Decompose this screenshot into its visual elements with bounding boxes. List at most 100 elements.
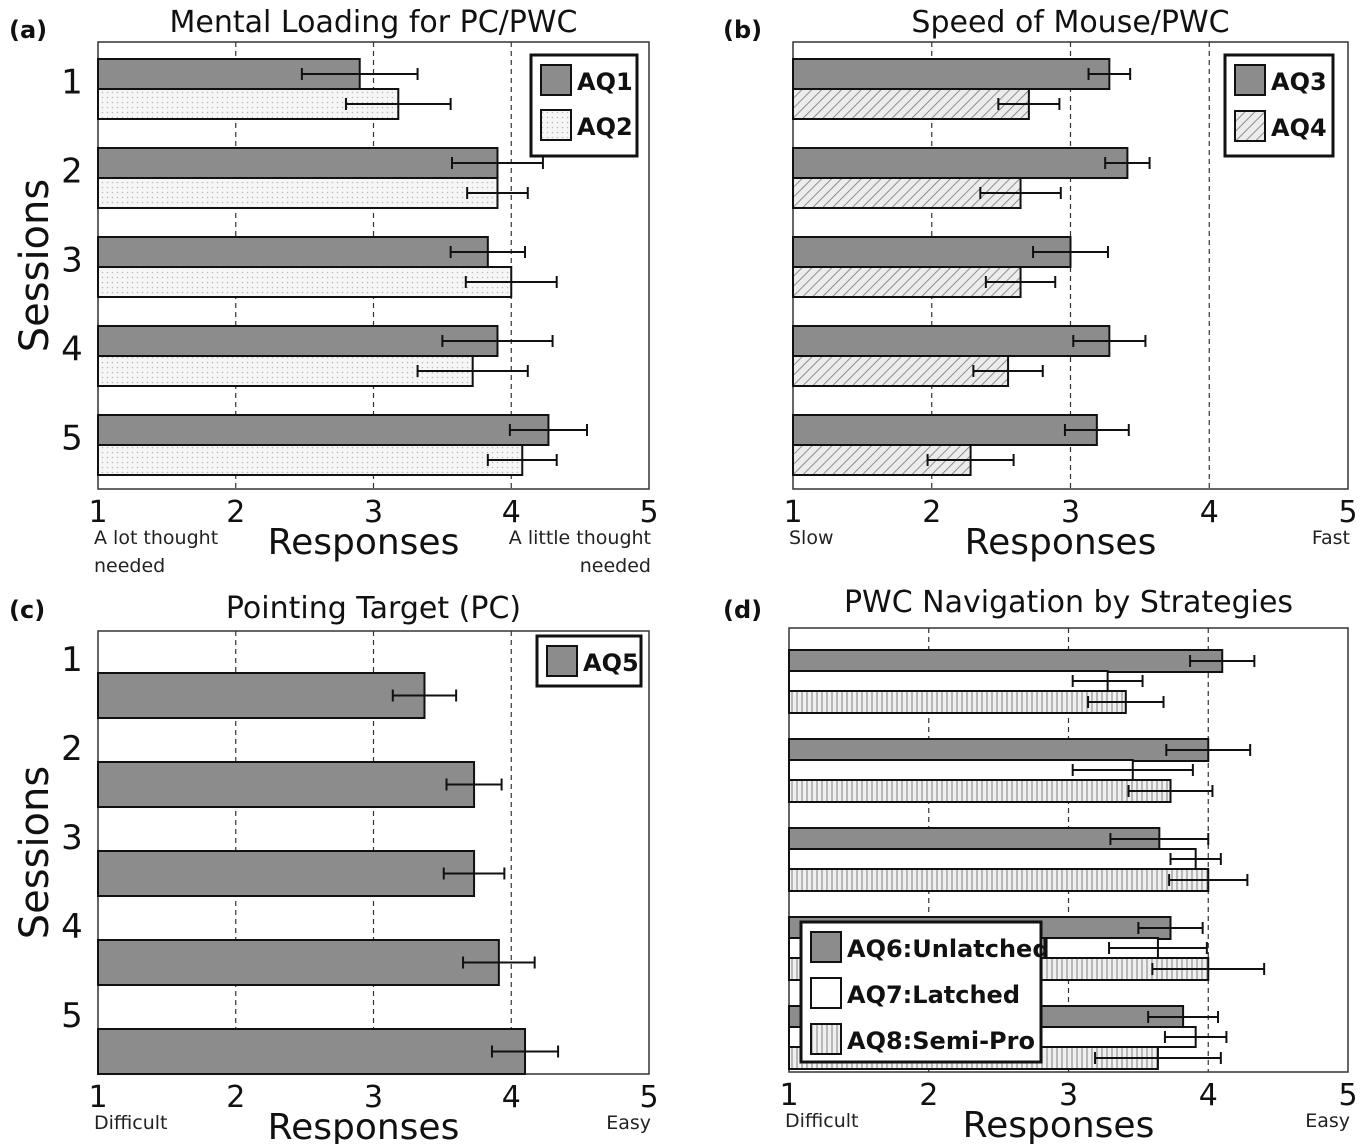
errorbar-AQ6:Unlatched-2 (1165, 744, 1252, 756)
bar-AQ2-2 (97, 177, 499, 209)
y-tick-label: 5 (61, 419, 83, 459)
panel-letter: (b) (723, 16, 762, 44)
errorbar-AQ2-1 (344, 98, 452, 110)
bar-AQ3-5 (792, 414, 1098, 446)
errorbar-AQ8:Semi-Pro-5 (1094, 1052, 1222, 1064)
legend-swatch (540, 64, 572, 96)
bar-AQ5-4 (97, 939, 500, 986)
x-tick-label: 5 (1338, 1078, 1357, 1113)
x-tick-label: 2 (226, 495, 245, 530)
chart-title: Mental Loading for PC/PWC (170, 5, 578, 40)
bar-AQ6:Unlatched-3 (788, 827, 1161, 851)
errorbar-AQ1-3 (449, 246, 527, 258)
errorbar-AQ4-2 (979, 187, 1062, 199)
errorbar-AQ4-5 (926, 454, 1015, 466)
errorbar-AQ4-1 (997, 98, 1061, 110)
x-tick-label: 3 (364, 1080, 383, 1115)
bar-AQ3-2 (792, 147, 1129, 179)
errorbar-AQ3-2 (1104, 157, 1151, 169)
x-tick-label: 1 (88, 495, 107, 530)
bar-AQ5-5 (97, 1028, 527, 1075)
x-anchor-left: Difficult (94, 1112, 168, 1134)
errorbar-AQ7:Latched-3 (1169, 853, 1222, 865)
y-tick-label: 3 (61, 241, 83, 281)
bar-AQ3-3 (792, 236, 1072, 268)
y-tick-label: 1 (61, 640, 83, 680)
errorbar-AQ6:Unlatched-5 (1147, 1011, 1220, 1023)
x-anchor-right: A little thought (509, 527, 651, 549)
chart-title: Pointing Target (PC) (226, 591, 521, 626)
bar-AQ2-5 (97, 444, 524, 476)
bar-AQ4-5 (792, 444, 972, 476)
errorbar-AQ8:Semi-Pro-2 (1127, 785, 1214, 797)
errorbar-AQ6:Unlatched-1 (1189, 655, 1256, 667)
errorbar-AQ1-4 (441, 335, 554, 347)
legend-swatch (1234, 110, 1266, 142)
x-anchor-right: Fast (1312, 527, 1350, 549)
errorbar-AQ2-5 (486, 454, 558, 466)
x-axis-title: Responses (268, 1107, 460, 1144)
legend-label: AQ2 (577, 113, 633, 141)
x-tick-label: 4 (1200, 495, 1219, 530)
x-anchor-right: Easy (1305, 1110, 1350, 1132)
errorbar-AQ2-2 (466, 187, 529, 199)
bar-AQ2-4 (97, 355, 474, 387)
panel-letter: (c) (9, 596, 45, 624)
x-tick-label: 5 (1338, 495, 1357, 530)
y-tick-label: 3 (61, 818, 83, 858)
panel-letter: (d) (723, 596, 762, 624)
errorbar-AQ3-4 (1072, 335, 1147, 347)
legend-label: AQ8:Semi-Pro (847, 1027, 1035, 1055)
legend: AQ3 AQ4 (1223, 53, 1335, 158)
legend-swatch (810, 977, 842, 1009)
bar-AQ1-5 (97, 414, 550, 446)
errorbar-AQ4-3 (984, 276, 1057, 288)
y-tick-label: 2 (61, 729, 83, 769)
errorbar-AQ3-5 (1063, 424, 1130, 436)
legend-label: AQ4 (1271, 114, 1327, 142)
legend-label: AQ5 (583, 649, 639, 677)
legend-swatch (810, 931, 842, 963)
y-tick-label: 2 (61, 152, 83, 192)
chart-title: Speed of Mouse/PWC (911, 5, 1229, 40)
bar-AQ7:Latched-3 (788, 848, 1197, 870)
x-tick-label: 3 (364, 495, 383, 530)
legend-label: AQ3 (1271, 68, 1327, 96)
bar-AQ5-1 (97, 672, 426, 719)
legend-label: AQ1 (577, 68, 633, 96)
panel-letter: (a) (9, 16, 47, 44)
x-anchor-left: needed (94, 555, 165, 577)
errorbar-AQ1-1 (300, 68, 419, 80)
panel-d: 1 2 3 4 5 Responses Difficult Easy PWC Navigatio… (723, 585, 1358, 1144)
bar-AQ6:Unlatched-1 (788, 649, 1224, 673)
errorbar-AQ7:Latched-1 (1071, 675, 1144, 687)
y-tick-label: 4 (61, 330, 83, 370)
x-tick-label: 3 (1059, 1078, 1078, 1113)
x-tick-label: 4 (1199, 1078, 1218, 1113)
errorbar-AQ5-4 (462, 956, 536, 969)
y-tick-label: 1 (61, 63, 83, 103)
bar-AQ3-4 (792, 325, 1111, 357)
errorbar-AQ4-4 (972, 365, 1044, 377)
x-tick-label: 1 (88, 1080, 107, 1115)
bar-AQ4-1 (792, 88, 1030, 120)
bar-AQ6:Unlatched-2 (788, 738, 1210, 762)
bar-AQ8:Semi-Pro-2 (788, 779, 1172, 803)
y-axis-title: Sessions (12, 179, 58, 352)
errorbar-AQ3-1 (1087, 68, 1132, 80)
bar-AQ8:Semi-Pro-1 (788, 690, 1127, 714)
errorbar-AQ5-1 (391, 689, 458, 702)
errorbar-AQ3-3 (1032, 246, 1109, 258)
bar-AQ1-4 (97, 325, 499, 357)
legend-label: AQ6:Unlatched (847, 935, 1050, 963)
x-tick-label: 4 (502, 1080, 521, 1115)
x-tick-label: 5 (639, 1080, 658, 1115)
bar-AQ7:Latched-1 (788, 670, 1109, 692)
legend-swatch (540, 109, 572, 141)
bar-AQ1-2 (97, 147, 499, 179)
errorbar-AQ7:Latched-2 (1071, 764, 1194, 776)
x-anchor-right: Easy (606, 1112, 651, 1134)
errorbar-AQ8:Semi-Pro-3 (1168, 874, 1249, 886)
errorbar-AQ2-3 (464, 276, 558, 288)
errorbar-AQ2-4 (416, 365, 529, 377)
